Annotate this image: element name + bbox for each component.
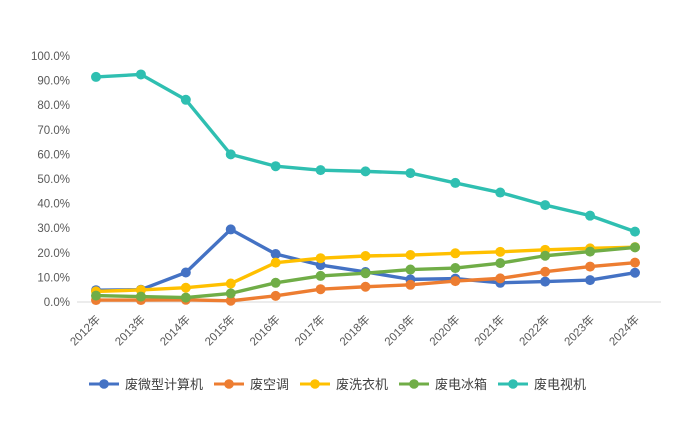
data-point-marker (180, 94, 191, 105)
chart-plot-area: 100.0% 90.0% 80.0% 70.0% 60.0% 50.0% 40.0% 30.0… (31, 51, 661, 348)
data-point-marker (585, 246, 596, 257)
y-axis-tick-label: 60.0% (37, 149, 70, 161)
x-axis-tick-label: 2023年 (561, 312, 597, 348)
data-point-marker (225, 224, 236, 235)
x-axis-tick-label: 2013年 (112, 312, 148, 348)
data-point-marker (180, 292, 191, 303)
y-axis-tick-label: 20.0% (37, 248, 70, 260)
data-point-marker (225, 288, 236, 299)
series-line-废电视机 (94, 72, 637, 234)
legend-marker-icon (399, 378, 429, 389)
legend-label: 废微型计算机 (124, 377, 203, 392)
x-axis-tick-label: 2017年 (292, 312, 328, 348)
legend-item-废电视机: 废电视机 (497, 374, 586, 393)
legend-label: 废空调 (249, 377, 289, 392)
data-point-marker (585, 261, 596, 272)
legend-label: 废电视机 (534, 377, 587, 392)
data-point-marker (270, 257, 281, 268)
data-point-marker (315, 165, 326, 176)
chart-legend: 废微型计算机 废空调 废洗衣机 废电冰箱 废电视机 (0, 374, 674, 393)
y-axis-tick-label: 80.0% (37, 100, 70, 112)
data-point-marker (495, 258, 506, 269)
data-point-marker (360, 268, 371, 279)
data-point-marker (540, 200, 551, 211)
y-axis-tick-label: 30.0% (37, 223, 70, 235)
legend-item-废洗衣机: 废洗衣机 (299, 374, 388, 393)
data-point-marker (495, 273, 506, 284)
legend-item-废空调: 废空调 (213, 374, 289, 393)
data-point-marker (495, 187, 506, 198)
data-point-marker (270, 249, 281, 260)
x-axis-tick-label: 2019年 (381, 312, 417, 348)
data-point-marker (360, 250, 371, 261)
data-point-marker (585, 210, 596, 221)
data-point-marker (450, 248, 461, 259)
data-point-marker (315, 253, 326, 264)
data-point-marker (540, 250, 551, 261)
data-point-marker (585, 275, 596, 286)
x-axis-tick-label: 2020年 (426, 312, 462, 348)
legend-label: 废洗衣机 (335, 377, 388, 392)
y-axis-tick-label: 100.0% (31, 51, 70, 63)
x-axis-tick-label: 2018年 (336, 312, 372, 348)
data-point-marker (405, 264, 416, 275)
x-axis-tick-label: 2022年 (516, 312, 552, 348)
data-point-marker (135, 69, 146, 80)
y-axis-tick-label: 0.0% (44, 297, 70, 309)
data-point-marker (450, 177, 461, 188)
data-point-marker (405, 250, 416, 261)
x-axis-tick-label: 2021年 (471, 312, 507, 348)
y-axis-tick-label: 40.0% (37, 199, 70, 211)
data-point-marker (91, 290, 101, 301)
data-point-marker (495, 246, 506, 257)
data-point-marker (540, 266, 551, 277)
legend-marker-icon (299, 378, 330, 389)
data-point-marker (91, 71, 101, 82)
y-axis-tick-label: 50.0% (37, 174, 70, 186)
x-axis-tick-label: 2014年 (157, 312, 193, 348)
data-point-marker (180, 267, 191, 278)
legend-label: 废电冰箱 (435, 377, 488, 392)
data-point-marker (225, 295, 236, 306)
data-point-marker (315, 270, 326, 281)
data-point-marker (630, 242, 640, 253)
legend-marker-icon (213, 378, 244, 389)
data-point-marker (225, 278, 236, 289)
legend-item-废电冰箱: 废电冰箱 (398, 374, 487, 393)
y-axis-tick-label: 10.0% (37, 272, 70, 284)
data-point-marker (360, 281, 371, 292)
data-point-marker (315, 260, 326, 271)
legend-marker-icon (498, 378, 529, 389)
data-point-marker (225, 149, 236, 160)
data-point-marker (450, 263, 461, 274)
x-axis-tick-label: 2015年 (202, 312, 238, 348)
data-point-marker (360, 166, 371, 177)
data-point-marker (180, 282, 191, 293)
data-point-marker (540, 276, 551, 287)
y-axis-tick-label: 70.0% (37, 125, 70, 137)
data-point-marker (405, 279, 416, 290)
data-point-marker (450, 276, 461, 287)
data-point-marker (405, 168, 416, 179)
x-axis-tick-label: 2016年 (247, 312, 283, 348)
x-axis-tick-label: 2024年 (606, 312, 642, 348)
data-point-marker (270, 277, 281, 288)
legend-item-废微型计算机: 废微型计算机 (88, 374, 203, 393)
data-point-marker (630, 257, 640, 268)
data-point-marker (270, 290, 281, 301)
legend-marker-icon (88, 378, 119, 389)
data-point-marker (270, 161, 281, 172)
x-axis-tick-label: 2012年 (67, 312, 103, 348)
data-point-marker (315, 284, 326, 295)
data-point-marker (630, 267, 640, 278)
data-point-marker (135, 291, 146, 302)
y-axis-tick-label: 90.0% (37, 76, 70, 88)
data-point-marker (630, 226, 640, 237)
